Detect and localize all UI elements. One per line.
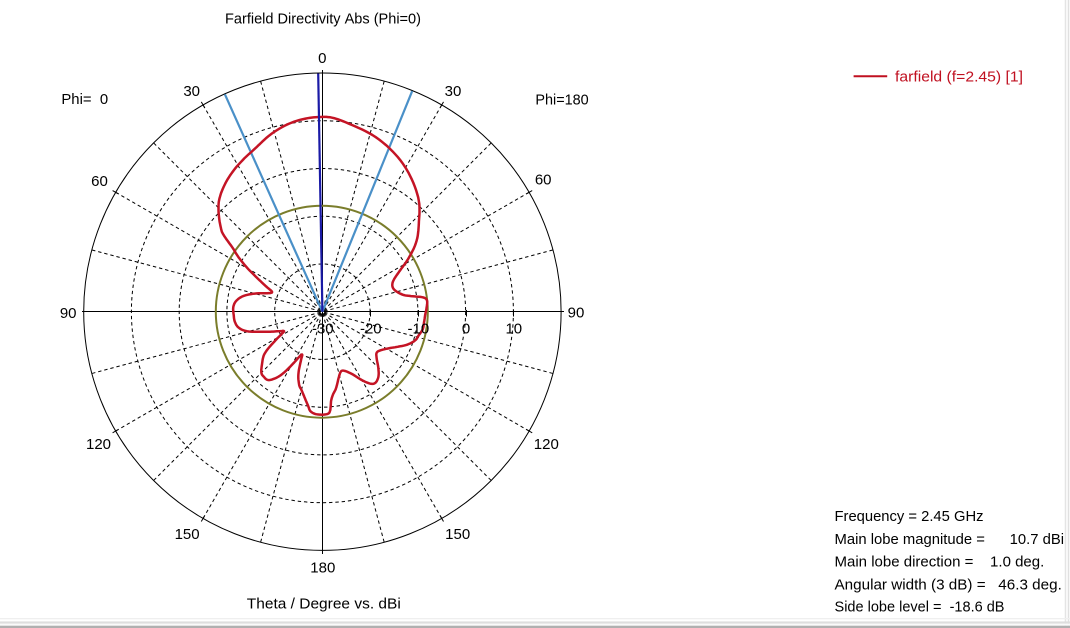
svg-text:180: 180: [310, 560, 335, 577]
svg-text:Farfield Directivity Abs (Phi=: Farfield Directivity Abs (Phi=0): [225, 10, 421, 27]
svg-text:60: 60: [91, 173, 108, 190]
svg-text:-20: -20: [360, 321, 382, 338]
svg-text:Frequency = 2.45 GHz: Frequency = 2.45 GHz: [835, 508, 984, 525]
svg-text:Main lobe direction = 1.0 d: Main lobe direction = 1.0 deg.: [835, 554, 1045, 571]
svg-text:0: 0: [318, 50, 326, 67]
svg-text:-30: -30: [312, 321, 334, 338]
svg-text:-10: -10: [408, 321, 430, 338]
svg-text:Phi= 0: Phi= 0: [61, 91, 108, 108]
svg-text:Theta / Degree vs. dBi: Theta / Degree vs. dBi: [247, 595, 401, 612]
svg-text:Side lobe level = -18.6 dB: Side lobe level = -18.6 dB: [835, 599, 1005, 616]
svg-text:Phi=180: Phi=180: [535, 92, 588, 109]
svg-text:Angular width (3 dB) = 46.3: Angular width (3 dB) = 46.3 deg.: [835, 576, 1062, 593]
svg-text:150: 150: [175, 526, 200, 543]
svg-text:Main lobe magnitude = 10.: Main lobe magnitude = 10.7 dBi: [835, 531, 1065, 548]
svg-text:150: 150: [445, 526, 470, 543]
svg-text:farfield (f=2.45) [1]: farfield (f=2.45) [1]: [895, 68, 1023, 85]
svg-text:90: 90: [60, 305, 77, 322]
svg-text:60: 60: [535, 172, 552, 189]
svg-text:30: 30: [183, 83, 200, 100]
svg-text:120: 120: [534, 436, 559, 453]
svg-text:0: 0: [462, 321, 470, 338]
svg-text:10: 10: [505, 321, 522, 338]
svg-text:30: 30: [445, 83, 462, 100]
svg-text:90: 90: [568, 305, 585, 322]
svg-text:120: 120: [86, 436, 111, 453]
